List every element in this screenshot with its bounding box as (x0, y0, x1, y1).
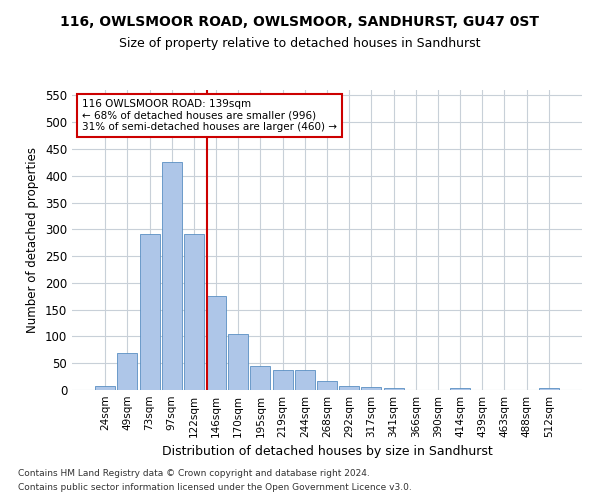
Bar (162, 162, 182, 390)
Bar (295, 370, 315, 390)
Bar (317, 382, 337, 390)
Bar (206, 296, 226, 390)
Text: Contains HM Land Registry data © Crown copyright and database right 2024.: Contains HM Land Registry data © Crown c… (18, 468, 370, 477)
Text: Contains public sector information licensed under the Open Government Licence v3: Contains public sector information licen… (18, 484, 412, 492)
Y-axis label: Number of detached properties: Number of detached properties (26, 147, 40, 333)
Bar (361, 388, 382, 390)
Bar (450, 388, 470, 390)
Text: Size of property relative to detached houses in Sandhurst: Size of property relative to detached ho… (119, 38, 481, 51)
Bar (339, 386, 359, 390)
X-axis label: Distribution of detached houses by size in Sandhurst: Distribution of detached houses by size … (161, 446, 493, 458)
Bar (539, 388, 559, 390)
Bar (383, 388, 404, 390)
Bar (250, 366, 271, 390)
Bar (228, 334, 248, 390)
Text: 116 OWLSMOOR ROAD: 139sqm
← 68% of detached houses are smaller (996)
31% of semi: 116 OWLSMOOR ROAD: 139sqm ← 68% of detac… (82, 99, 337, 132)
Bar (118, 352, 137, 390)
Bar (184, 234, 204, 390)
Bar (272, 370, 293, 390)
Text: 116, OWLSMOOR ROAD, OWLSMOOR, SANDHURST, GU47 0ST: 116, OWLSMOOR ROAD, OWLSMOOR, SANDHURST,… (61, 15, 539, 29)
Bar (140, 234, 160, 390)
Bar (95, 386, 115, 390)
